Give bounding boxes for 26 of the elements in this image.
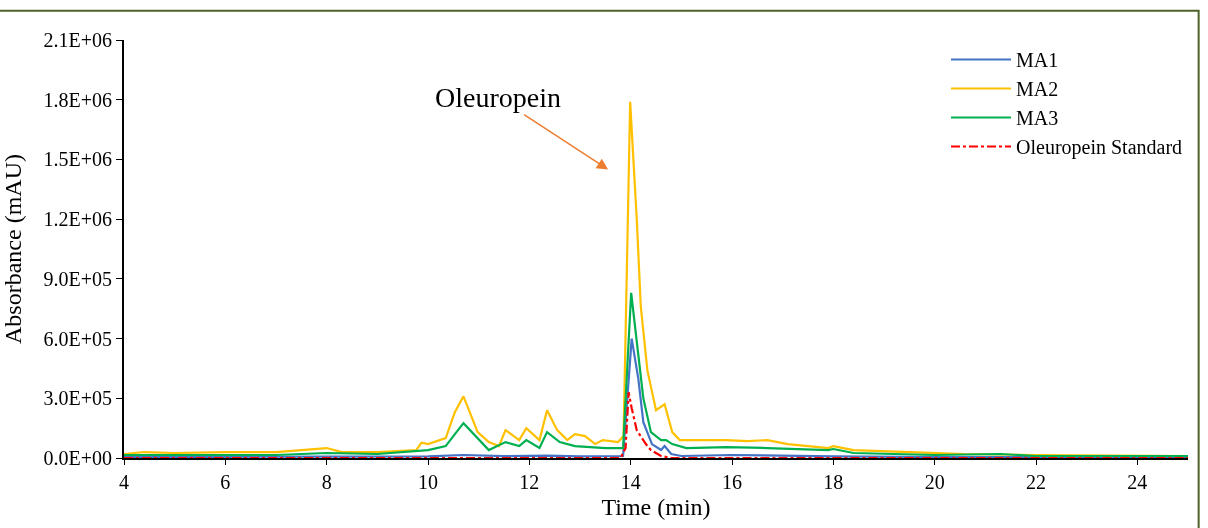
legend-label: MA2 [1016,78,1059,101]
x-tick-label: 14 [620,471,641,493]
y-tick-label: 1.8E+06 [43,88,112,111]
legend-label: Oleuropein Standard [1016,136,1183,160]
legend-label: MA3 [1016,107,1059,130]
legend-label: MA1 [1016,49,1059,72]
x-tick-label: 4 [119,471,129,493]
y-tick-label: 0.0E+00 [43,447,112,469]
y-tick-label: 6.0E+05 [43,327,112,350]
x-tick-label: 6 [220,471,231,493]
x-tick-label: 12 [519,471,540,493]
y-tick-label: 2.1E+06 [43,29,112,51]
y-tick-label: 9.0E+05 [43,267,112,290]
annotation: Oleuropein [435,82,561,113]
x-tick-label: 18 [823,471,844,493]
x-tick-label: 8 [321,471,332,493]
x-tick-label: 20 [924,471,945,493]
y-tick-label: 3.0E+05 [43,387,112,410]
x-tick-label: 22 [1026,471,1046,493]
x-tick-label: 24 [1127,471,1148,493]
x-tick-label: 16 [722,471,742,493]
y-tick-label: 1.2E+06 [43,208,112,231]
x-tick-label: 10 [418,471,438,493]
x-axis-title: Time (min) [601,493,711,520]
y-axis-title: Absorbance (mAU) [0,154,27,344]
y-tick-label: 1.5E+06 [43,148,112,171]
